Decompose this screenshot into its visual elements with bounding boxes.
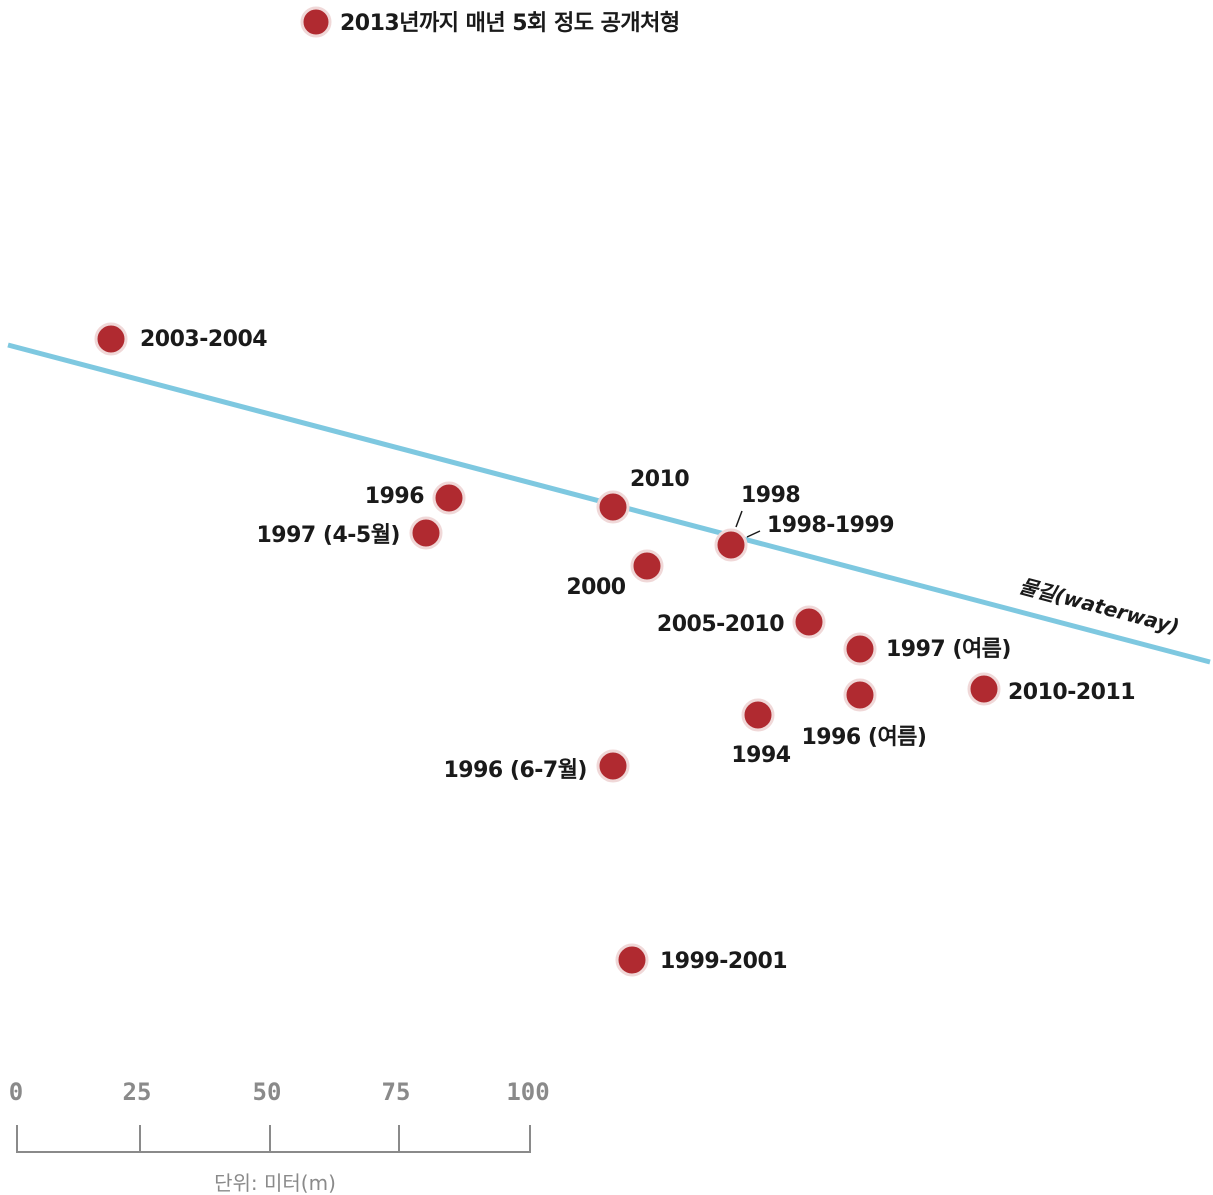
site-marker-2000 [630, 549, 664, 583]
scale-unit-label: 단위: 미터(m) [214, 1171, 336, 1195]
site-label-1996-jun-jul: 1996 (6-7월) [444, 758, 588, 783]
site-label-2005-2010: 2005-2010 [657, 612, 784, 637]
site-marker-1997-summer [843, 632, 877, 666]
execution-sites: 2003-2004 1996 1997 (4-5월) 2010 2000 199… [94, 322, 1136, 977]
site-label-2010: 2010 [630, 467, 689, 492]
scale-tick-label: 25 [123, 1078, 152, 1106]
site-label-1997-summer: 1997 (여름) [886, 637, 1011, 662]
site-marker-2010-2011 [967, 672, 1001, 706]
site-label-1996-a: 1996 [365, 484, 424, 509]
site-label-1996-summer: 1996 (여름) [802, 725, 927, 750]
site-marker-2005-2010 [792, 605, 826, 639]
legend: 2013년까지 매년 5회 정도 공개처형 [300, 6, 680, 38]
scale-tick-label: 50 [253, 1078, 282, 1106]
site-label-1994: 1994 [731, 743, 790, 768]
site-marker-1997-apr-may [409, 516, 443, 550]
site-marker-1996-a [432, 481, 466, 515]
legend-label: 2013년까지 매년 5회 정도 공개처형 [340, 11, 680, 36]
site-marker-1994 [741, 698, 775, 732]
scale-bar: 0 25 50 75 100 단위: 미터(m) [9, 1078, 550, 1195]
site-marker-1999-2001 [615, 943, 649, 977]
site-label-1998-1999: 1998-1999 [767, 513, 894, 538]
scale-tick-label: 75 [382, 1078, 411, 1106]
site-label-2000: 2000 [566, 575, 625, 600]
site-label-1999-2001: 1999-2001 [660, 949, 787, 974]
leader-line-1998-1999 [746, 530, 761, 538]
site-label-1998: 1998 [741, 483, 800, 508]
site-label-1997-apr-may: 1997 (4-5월) [257, 523, 401, 548]
waterway-label: 물길(waterway) [1017, 574, 1182, 639]
scale-tick-label: 0 [9, 1078, 23, 1106]
site-marker-2003-2004 [94, 322, 128, 356]
site-marker-1996-jun-jul [596, 749, 630, 783]
site-label-2010-2011: 2010-2011 [1008, 680, 1135, 705]
scale-bar-frame [16, 1125, 531, 1153]
legend-marker [300, 6, 332, 38]
site-marker-1996-summer [843, 678, 877, 712]
leader-line-1998 [735, 510, 743, 528]
site-marker-2010 [596, 490, 630, 524]
site-label-2003-2004: 2003-2004 [140, 327, 267, 352]
site-marker-1998 [714, 528, 748, 562]
scale-tick-label: 100 [506, 1078, 549, 1106]
